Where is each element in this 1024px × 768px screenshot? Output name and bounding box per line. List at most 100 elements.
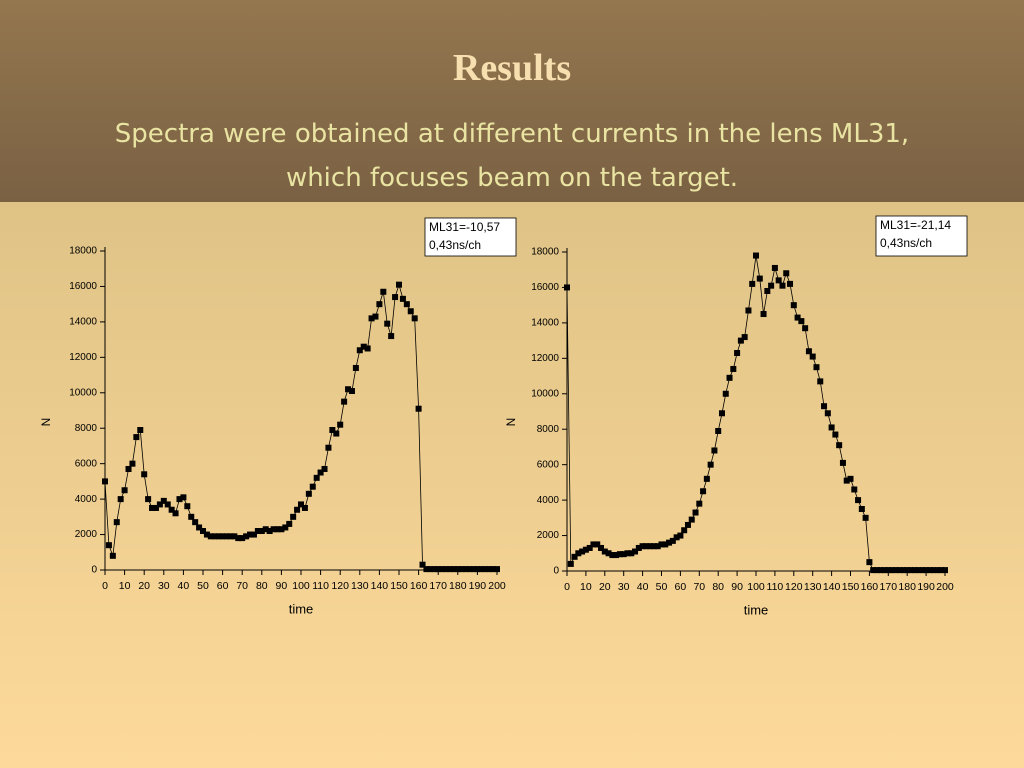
- data-point: [309, 483, 316, 490]
- data-point: [454, 566, 461, 573]
- data-point: [266, 528, 273, 535]
- data-point: [858, 505, 865, 512]
- data-point: [802, 325, 809, 332]
- data-point: [490, 566, 497, 573]
- data-point: [325, 444, 332, 451]
- x-tick-label: 130: [351, 580, 369, 592]
- data-point: [227, 533, 234, 540]
- data-point: [450, 566, 457, 573]
- data-point: [900, 567, 907, 574]
- data-point: [105, 542, 112, 549]
- data-point: [235, 535, 242, 542]
- data-point: [942, 567, 948, 574]
- data-point: [254, 528, 261, 535]
- data-point: [278, 526, 285, 533]
- data-point: [109, 552, 116, 559]
- data-point: [321, 465, 328, 472]
- data-point: [919, 567, 926, 574]
- data-point: [380, 288, 387, 295]
- data-point: [337, 421, 344, 428]
- data-point: [851, 486, 858, 493]
- y-tick-label: 6000: [75, 458, 98, 469]
- data-point: [877, 567, 884, 574]
- x-tick-label: 200: [488, 580, 506, 592]
- x-tick-label: 20: [599, 581, 611, 593]
- data-point: [396, 281, 402, 288]
- data-point: [231, 533, 238, 540]
- data-point: [125, 465, 132, 472]
- data-point: [828, 424, 835, 431]
- data-point: [790, 302, 797, 309]
- y-tick-label: 16000: [69, 281, 97, 292]
- data-point: [352, 364, 359, 371]
- data-point: [923, 567, 930, 574]
- data-point: [149, 504, 156, 511]
- data-point: [832, 431, 839, 438]
- data-point: [904, 567, 911, 574]
- x-tick-label: 10: [580, 581, 592, 593]
- data-point: [486, 566, 493, 573]
- x-tick-label: 160: [861, 581, 879, 593]
- data-point: [474, 566, 481, 573]
- slide-subtitle: Spectra were obtained at different curre…: [114, 119, 910, 193]
- data-point: [341, 398, 348, 405]
- data-point: [669, 537, 676, 544]
- data-point: [654, 543, 661, 550]
- data-point: [270, 526, 277, 533]
- data-point: [624, 550, 631, 557]
- data-point: [756, 275, 763, 282]
- data-point: [715, 427, 722, 434]
- data-point: [579, 548, 586, 555]
- data-point: [258, 528, 265, 535]
- chart: 0200040006000800010000120001400016000180…: [39, 217, 517, 616]
- data-point: [376, 301, 383, 308]
- x-tick-label: 30: [158, 580, 170, 592]
- data-point: [345, 386, 352, 393]
- y-tick-label: 0: [91, 565, 97, 576]
- y-tick-label: 2000: [75, 529, 98, 540]
- data-point: [677, 532, 684, 539]
- data-point: [821, 403, 828, 410]
- data-point: [203, 531, 210, 538]
- data-point: [771, 264, 778, 271]
- data-point: [219, 533, 226, 540]
- data-point: [575, 550, 582, 557]
- data-point: [435, 566, 442, 573]
- data-point: [805, 348, 812, 355]
- y-tick-label: 10000: [69, 387, 97, 398]
- data-point: [431, 566, 438, 573]
- data-point: [129, 460, 136, 467]
- y-tick-label: 0: [553, 566, 559, 577]
- x-tick-label: 110: [312, 580, 329, 592]
- data-point: [250, 531, 257, 538]
- data-point: [885, 567, 892, 574]
- data-point: [873, 567, 880, 574]
- x-tick-label: 170: [880, 581, 898, 593]
- data-point: [388, 333, 395, 340]
- y-axis-label: N: [39, 418, 53, 427]
- data-point: [384, 320, 391, 327]
- data-point: [643, 543, 650, 550]
- data-point: [662, 541, 669, 548]
- data-point: [722, 390, 729, 397]
- x-tick-label: 0: [564, 581, 570, 593]
- data-point: [798, 318, 805, 325]
- data-point: [274, 526, 281, 533]
- data-point: [160, 497, 167, 504]
- y-tick-label: 8000: [75, 423, 98, 434]
- data-point: [356, 347, 363, 354]
- data-point: [839, 459, 846, 466]
- data-point: [930, 567, 937, 574]
- data-point: [152, 504, 159, 511]
- data-point: [681, 527, 688, 534]
- data-point: [176, 496, 183, 503]
- data-point: [392, 294, 399, 301]
- x-tick-label: 100: [747, 581, 765, 593]
- x-axis-label: time: [744, 602, 769, 617]
- x-tick-label: 190: [917, 581, 935, 593]
- data-point: [368, 315, 375, 322]
- data-point: [601, 548, 608, 555]
- data-point: [779, 282, 786, 289]
- data-point: [329, 426, 336, 433]
- data-point: [567, 560, 574, 567]
